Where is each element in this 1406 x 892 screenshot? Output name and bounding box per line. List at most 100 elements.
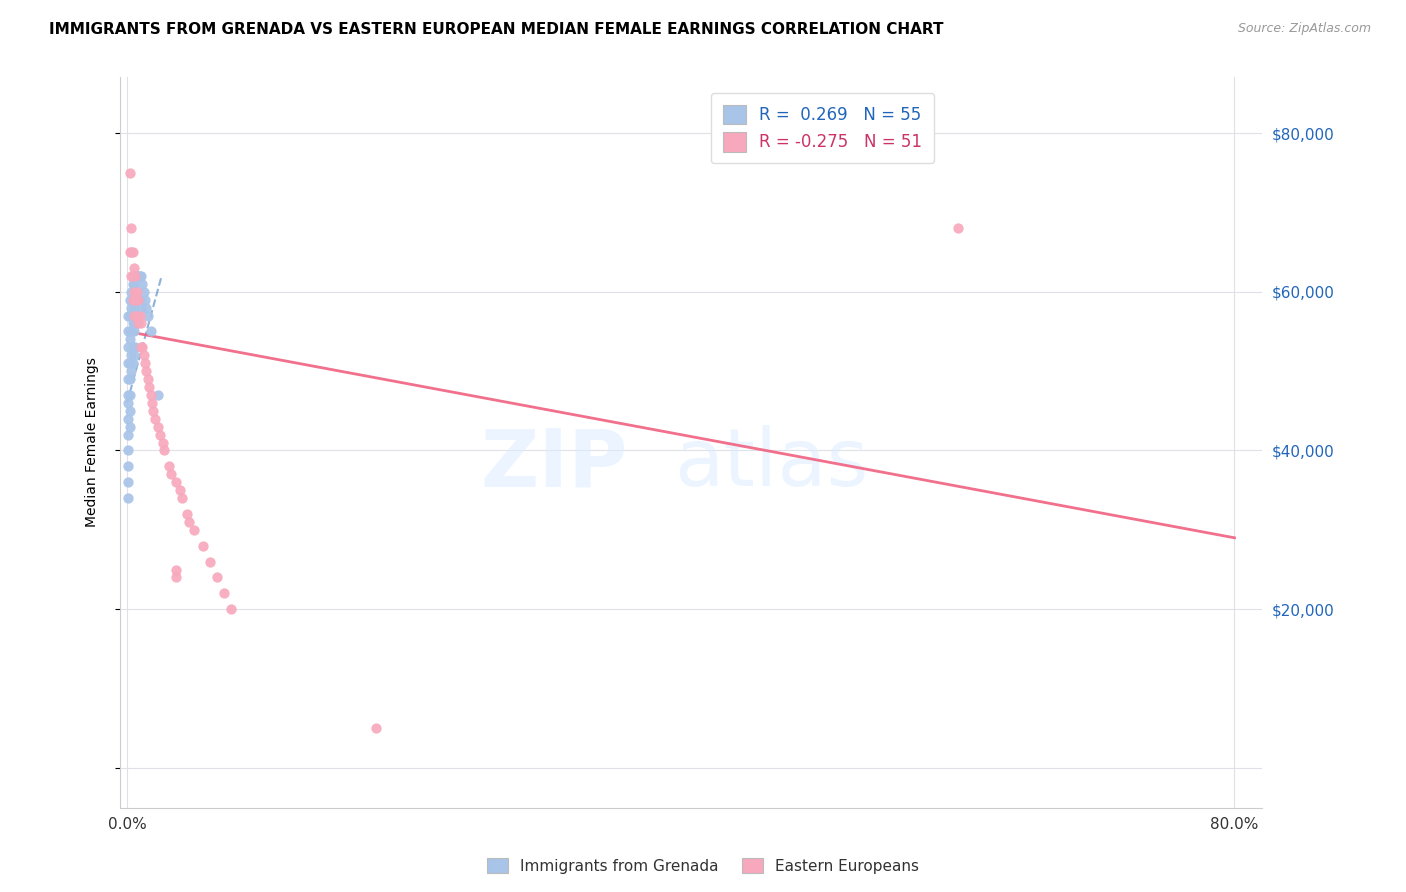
Point (136, 372, 159, 386)
Point (120, 348, 142, 362)
Point (124, 293, 146, 307)
Point (129, 301, 152, 315)
Point (205, 570, 228, 584)
Point (118, 404, 141, 418)
Point (124, 268, 146, 283)
Point (127, 293, 149, 307)
Point (135, 301, 157, 315)
Point (121, 293, 143, 307)
Point (122, 260, 145, 275)
Point (120, 268, 142, 283)
Point (121, 245, 143, 260)
Point (124, 340, 146, 354)
Point (117, 459, 139, 474)
Point (141, 396, 163, 410)
Point (146, 388, 169, 402)
Point (139, 388, 162, 402)
Point (193, 539, 215, 553)
Point (129, 268, 152, 283)
Point (136, 309, 159, 323)
Point (128, 293, 150, 307)
Point (121, 268, 143, 283)
Point (117, 325, 139, 339)
Point (125, 309, 148, 323)
Point (129, 340, 152, 354)
Point (153, 443, 176, 458)
Point (117, 309, 139, 323)
Point (117, 491, 139, 505)
Point (127, 317, 149, 331)
Point (165, 475, 187, 490)
Point (143, 411, 166, 425)
Point (172, 491, 194, 505)
Point (139, 325, 162, 339)
Point (125, 293, 148, 307)
Point (128, 309, 150, 323)
Point (135, 364, 157, 378)
Point (121, 277, 143, 291)
Point (118, 245, 141, 260)
Point (117, 475, 139, 490)
Point (118, 309, 141, 323)
Point (118, 372, 141, 386)
Point (124, 293, 146, 307)
Point (122, 285, 145, 299)
Point (120, 285, 142, 299)
Point (125, 285, 148, 299)
Point (157, 459, 180, 474)
Point (198, 555, 221, 569)
Point (176, 507, 198, 521)
Point (124, 268, 146, 283)
Text: IMMIGRANTS FROM GRENADA VS EASTERN EUROPEAN MEDIAN FEMALE EARNINGS CORRELATION C: IMMIGRANTS FROM GRENADA VS EASTERN EUROP… (49, 22, 943, 37)
Point (165, 563, 187, 577)
Point (132, 348, 155, 362)
Point (117, 411, 139, 425)
Point (120, 221, 142, 235)
Point (127, 268, 149, 283)
Point (129, 317, 152, 331)
Point (212, 586, 235, 600)
Point (120, 245, 142, 260)
Point (125, 317, 148, 331)
Point (121, 356, 143, 370)
Text: atlas: atlas (673, 425, 869, 503)
Point (117, 372, 139, 386)
Point (152, 435, 174, 450)
Point (122, 301, 145, 315)
Point (165, 570, 187, 584)
Point (127, 293, 149, 307)
Point (149, 427, 172, 442)
Point (117, 356, 139, 370)
Point (122, 348, 145, 362)
Point (132, 285, 155, 299)
Point (125, 268, 148, 283)
Point (122, 277, 145, 291)
Point (146, 419, 169, 434)
Legend: Immigrants from Grenada, Eastern Europeans: Immigrants from Grenada, Eastern Europea… (481, 852, 925, 880)
Point (138, 380, 160, 394)
Point (120, 301, 142, 315)
Point (120, 364, 142, 378)
Point (128, 268, 150, 283)
Point (134, 356, 156, 370)
Point (160, 467, 183, 482)
Point (117, 340, 139, 354)
Point (117, 396, 139, 410)
Point (124, 317, 146, 331)
Point (118, 332, 141, 346)
Point (118, 293, 141, 307)
Point (131, 340, 153, 354)
Point (117, 427, 139, 442)
Point (122, 309, 145, 323)
Point (366, 721, 388, 735)
Point (179, 515, 201, 529)
Point (118, 356, 141, 370)
Y-axis label: Median Female Earnings: Median Female Earnings (86, 358, 100, 527)
Point (121, 317, 143, 331)
Point (131, 277, 153, 291)
Legend: R =  0.269   N = 55, R = -0.275   N = 51: R = 0.269 N = 55, R = -0.275 N = 51 (711, 93, 934, 163)
Point (946, 221, 969, 235)
Point (219, 602, 242, 616)
Point (117, 388, 139, 402)
Point (121, 340, 143, 354)
